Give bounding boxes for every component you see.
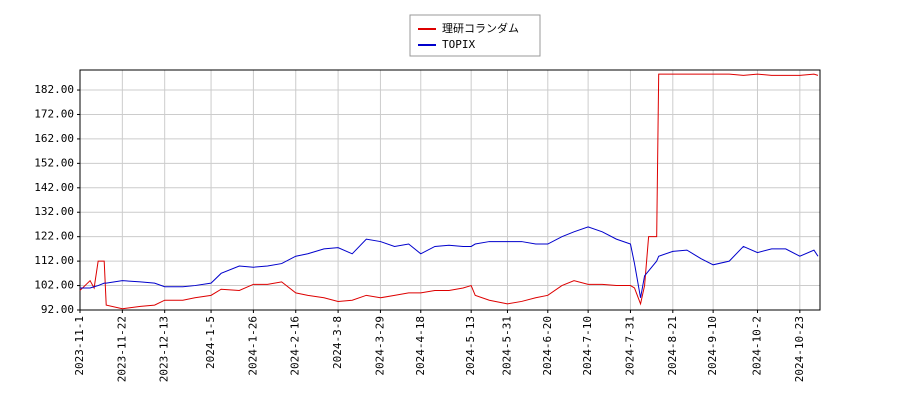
y-tick-label: 162.00: [34, 132, 74, 145]
x-tick-label: 2024-5-13: [464, 316, 477, 376]
x-tick-label: 2024-7-31: [623, 316, 636, 376]
legend-label: TOPIX: [442, 38, 475, 51]
y-tick-label: 92.00: [41, 303, 74, 316]
x-tick-label: 2024-9-10: [706, 316, 719, 376]
legend-label: 理研コランダム: [442, 21, 519, 35]
series-line: [80, 226, 819, 298]
x-tick-label: 2023-11-1: [73, 316, 86, 376]
x-tick-label: 2024-10-2: [750, 316, 763, 376]
series-line: [79, 73, 819, 310]
y-tick-label: 182.00: [34, 83, 74, 96]
x-tick-label: 2024-4-18: [414, 316, 427, 376]
y-tick-label: 142.00: [34, 181, 74, 194]
x-tick-label: 2024-8-21: [666, 316, 679, 376]
x-tick-label: 2024-3-29: [373, 316, 386, 376]
y-tick-label: 112.00: [34, 254, 74, 267]
y-tick-label: 122.00: [34, 230, 74, 243]
plot-frame: [79, 69, 821, 311]
y-tick-label: 102.00: [34, 279, 74, 292]
x-tick-label: 2023-12-13: [158, 316, 171, 382]
y-tick-label: 152.00: [34, 156, 74, 169]
x-tick-label: 2023-11-22: [115, 316, 128, 382]
x-tick-label: 2024-5-31: [500, 316, 513, 376]
x-tick-label: 2024-10-23: [793, 316, 806, 382]
legend-box: [409, 14, 541, 57]
x-tick-label: 2024-1-5: [204, 316, 217, 369]
x-tick-label: 2024-7-10: [581, 316, 594, 376]
x-tick-label: 2024-1-26: [246, 316, 259, 376]
x-tick-label: 2024-6-20: [541, 316, 554, 376]
x-tick-label: 2024-3-8: [331, 316, 344, 369]
y-tick-label: 132.00: [34, 205, 74, 218]
x-tick-label: 2024-2-16: [289, 316, 302, 376]
y-tick-label: 172.00: [34, 107, 74, 120]
